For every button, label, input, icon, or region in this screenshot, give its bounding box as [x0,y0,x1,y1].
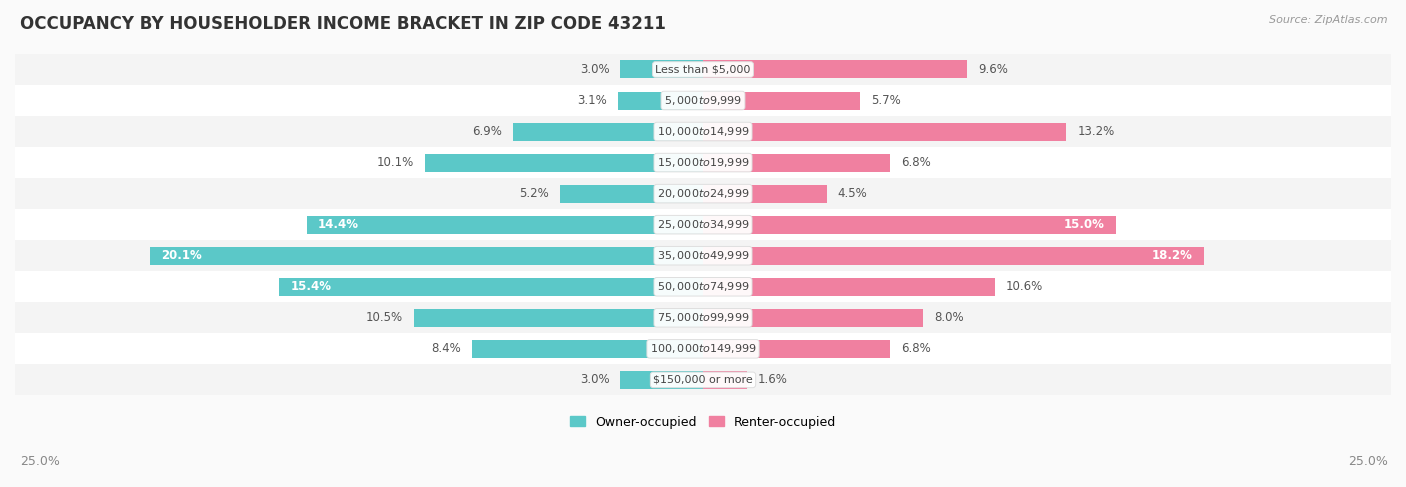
Text: 9.6%: 9.6% [979,63,1008,76]
Bar [15,178,1391,209]
Bar [425,153,703,171]
Bar [703,123,1066,141]
Text: 10.1%: 10.1% [377,156,413,169]
Bar [15,85,1391,116]
Text: $20,000 to $24,999: $20,000 to $24,999 [657,187,749,200]
Text: 1.6%: 1.6% [758,374,787,386]
Text: 25.0%: 25.0% [20,454,59,468]
Text: 3.0%: 3.0% [579,374,609,386]
Text: 5.2%: 5.2% [519,187,548,200]
Legend: Owner-occupied, Renter-occupied: Owner-occupied, Renter-occupied [565,411,841,433]
Bar [703,278,994,296]
Text: $75,000 to $99,999: $75,000 to $99,999 [657,311,749,324]
Text: 14.4%: 14.4% [318,218,359,231]
Bar [15,209,1391,240]
Text: Less than $5,000: Less than $5,000 [655,64,751,75]
Bar [472,340,703,358]
Bar [617,92,703,110]
Bar [560,185,703,203]
Text: 20.1%: 20.1% [160,249,201,262]
Bar [513,123,703,141]
Text: $15,000 to $19,999: $15,000 to $19,999 [657,156,749,169]
Bar [620,371,703,389]
Bar [150,247,703,265]
Text: 15.4%: 15.4% [290,280,332,293]
Bar [703,60,967,78]
Text: $35,000 to $49,999: $35,000 to $49,999 [657,249,749,262]
Bar [703,216,1116,234]
Text: 6.9%: 6.9% [472,125,502,138]
Bar [703,340,890,358]
Bar [15,54,1391,85]
Text: 3.1%: 3.1% [576,94,606,107]
Bar [15,333,1391,364]
Text: 15.0%: 15.0% [1064,218,1105,231]
Bar [703,92,860,110]
Text: Source: ZipAtlas.com: Source: ZipAtlas.com [1270,15,1388,25]
Text: 6.8%: 6.8% [901,156,931,169]
Bar [620,60,703,78]
Text: 5.7%: 5.7% [870,94,901,107]
Text: 25.0%: 25.0% [1348,454,1388,468]
Bar [307,216,703,234]
Text: 10.6%: 10.6% [1005,280,1043,293]
Text: $100,000 to $149,999: $100,000 to $149,999 [650,342,756,356]
Bar [703,153,890,171]
Text: $25,000 to $34,999: $25,000 to $34,999 [657,218,749,231]
Bar [15,271,1391,302]
Text: 4.5%: 4.5% [838,187,868,200]
Bar [15,116,1391,147]
Bar [15,302,1391,333]
Text: $10,000 to $14,999: $10,000 to $14,999 [657,125,749,138]
Text: OCCUPANCY BY HOUSEHOLDER INCOME BRACKET IN ZIP CODE 43211: OCCUPANCY BY HOUSEHOLDER INCOME BRACKET … [20,15,665,33]
Text: 18.2%: 18.2% [1152,249,1192,262]
Bar [15,364,1391,395]
Text: $5,000 to $9,999: $5,000 to $9,999 [664,94,742,107]
Text: 3.0%: 3.0% [579,63,609,76]
Text: 6.8%: 6.8% [901,342,931,356]
Text: 13.2%: 13.2% [1077,125,1115,138]
Text: 8.4%: 8.4% [432,342,461,356]
Bar [703,371,747,389]
Bar [280,278,703,296]
Text: 8.0%: 8.0% [934,311,963,324]
Text: $50,000 to $74,999: $50,000 to $74,999 [657,280,749,293]
Bar [413,309,703,327]
Text: 10.5%: 10.5% [366,311,404,324]
Bar [703,185,827,203]
Bar [703,247,1204,265]
Bar [15,240,1391,271]
Bar [15,147,1391,178]
Text: $150,000 or more: $150,000 or more [654,375,752,385]
Bar [703,309,924,327]
